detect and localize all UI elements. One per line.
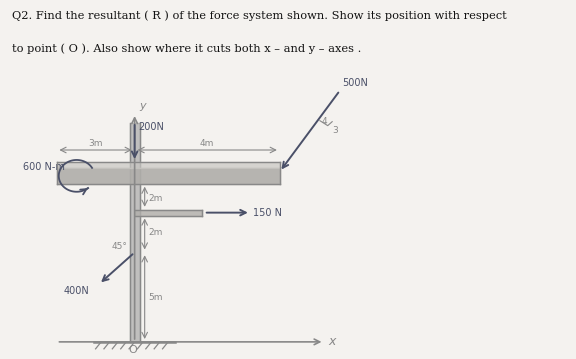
Text: 4: 4 xyxy=(321,117,327,126)
Text: Q2. Find the resultant ( R ) of the force system shown. Show its position with r: Q2. Find the resultant ( R ) of the forc… xyxy=(12,11,506,21)
Text: 4m: 4m xyxy=(200,139,214,148)
Text: 45°: 45° xyxy=(111,242,127,251)
Text: 150 N: 150 N xyxy=(253,208,282,218)
Text: 400N: 400N xyxy=(63,286,89,296)
Text: 2m: 2m xyxy=(148,228,162,237)
Text: y: y xyxy=(139,101,146,111)
Text: 2m: 2m xyxy=(148,194,162,203)
Text: to point ( O ). Also show where it cuts both x – and y – axes .: to point ( O ). Also show where it cuts … xyxy=(12,43,361,53)
Text: 3m: 3m xyxy=(88,139,103,148)
Text: 500N: 500N xyxy=(342,78,368,88)
Text: x: x xyxy=(329,335,336,348)
Text: 600 N-m: 600 N-m xyxy=(23,162,65,172)
Text: 200N: 200N xyxy=(138,122,164,132)
Text: O: O xyxy=(128,345,137,355)
Text: 3: 3 xyxy=(333,126,338,135)
Text: 5m: 5m xyxy=(148,293,162,302)
